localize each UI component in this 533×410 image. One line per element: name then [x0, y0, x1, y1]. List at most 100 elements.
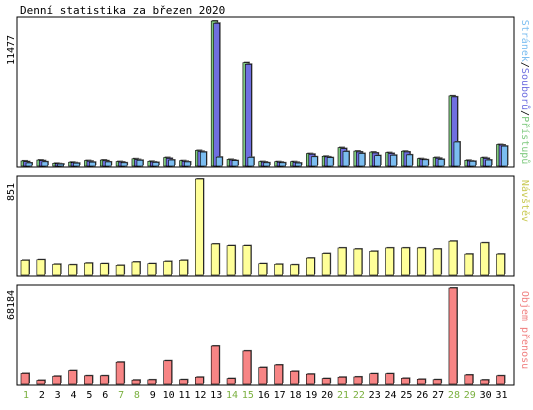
bar-visits-day-11-body — [179, 260, 188, 276]
panel-kbytes-ymax-label: 68184 — [6, 290, 17, 320]
bar-kbytes-day-2 — [36, 379, 46, 385]
bar-files-day-15 — [245, 63, 253, 167]
day-label-25: 25 — [400, 390, 412, 401]
legend-sep-2: / — [519, 110, 530, 116]
bar-pages-day-16-body — [263, 162, 271, 167]
bar-kbytes-day-26 — [416, 378, 427, 385]
bar-pages-day-10-body — [168, 159, 175, 167]
bar-visits-day-10-body — [163, 261, 172, 276]
bar-visits-day-15 — [242, 244, 252, 276]
day-label-8: 8 — [134, 390, 140, 401]
bar-visits-day-16 — [258, 262, 268, 276]
bar-pages-day-31 — [501, 145, 509, 167]
bar-pages-day-14 — [231, 159, 240, 167]
bar-visits-day-10 — [163, 260, 173, 276]
bar-visits-day-24 — [385, 246, 395, 276]
day-label-5: 5 — [86, 390, 92, 401]
day-label-19: 19 — [305, 390, 317, 401]
bar-kbytes-day-28-body — [448, 287, 458, 385]
bar-pages-day-8 — [136, 159, 144, 167]
bar-visits-day-13-body — [210, 243, 220, 276]
bar-pages-day-18-body — [295, 162, 302, 167]
bar-visits-day-1-body — [20, 260, 30, 276]
bar-pages-day-1-body — [25, 162, 33, 167]
panel-visits-ymax-label: 851 — [6, 183, 17, 201]
bar-kbytes-day-4 — [68, 369, 78, 385]
panel-hits-ymax-label: 11477 — [6, 35, 17, 65]
bar-kbytes-day-31-body — [496, 375, 505, 385]
legend-sep-1: / — [519, 62, 530, 68]
bar-visits-day-9-body — [147, 263, 157, 276]
panel-visits-frame — [16, 175, 515, 277]
bar-visits-day-9 — [147, 262, 157, 276]
bar-pages-day-15 — [247, 156, 255, 167]
bar-pages-day-24 — [390, 154, 398, 167]
bar-visits-day-7-body — [115, 265, 125, 276]
bar-pages-day-13-body — [215, 156, 223, 167]
bar-pages-day-26 — [421, 158, 430, 167]
bar-kbytes-day-31 — [496, 374, 506, 385]
bar-pages-day-28-body — [453, 141, 461, 167]
bar-kbytes-day-6 — [99, 374, 110, 385]
bar-pages-day-6 — [104, 160, 113, 167]
bar-kbytes-day-11 — [179, 378, 189, 385]
bar-pages-day-5-body — [89, 161, 96, 167]
bar-pages-day-13 — [215, 156, 224, 167]
bar-pages-day-30 — [485, 159, 493, 167]
bar-visits-day-21 — [337, 246, 347, 276]
bar-kbytes-day-19 — [305, 373, 316, 385]
day-label-12: 12 — [194, 390, 206, 401]
bar-visits-day-15-body — [242, 245, 252, 276]
day-label-3: 3 — [55, 390, 61, 401]
day-label-2: 2 — [39, 390, 45, 401]
bar-kbytes-day-21-body — [337, 376, 347, 385]
bar-visits-day-14 — [226, 244, 237, 276]
bar-kbytes-day-10 — [163, 359, 173, 385]
bar-kbytes-day-27-body — [432, 379, 442, 385]
bar-pages-day-27 — [437, 158, 446, 167]
bar-kbytes-day-30 — [480, 379, 490, 385]
bar-kbytes-day-16 — [258, 366, 268, 385]
bar-visits-day-26 — [416, 246, 427, 276]
bar-visits-day-13 — [210, 242, 221, 276]
bar-visits-day-25-body — [401, 247, 410, 276]
bar-kbytes-day-15 — [242, 349, 252, 385]
day-label-17: 17 — [274, 390, 286, 401]
day-labels: 1 2 3 4 5 6 7 8 9 10 11 12 13 14 15 16 17 18 19 20 21 22 23 24 2… — [23, 390, 508, 401]
bar-kbytes-day-22-body — [353, 376, 363, 385]
bar-kbytes-day-1 — [20, 372, 30, 385]
bar-kbytes-day-9 — [147, 378, 157, 385]
day-label-1: 1 — [23, 390, 29, 401]
bar-kbytes-day-26-body — [416, 379, 426, 385]
day-label-16: 16 — [258, 390, 270, 401]
bar-pages-day-31-body — [501, 145, 508, 167]
bar-pages-day-23-body — [374, 155, 382, 167]
bar-visits-day-5-body — [84, 262, 93, 276]
bar-pages-day-2-body — [41, 161, 49, 167]
bar-pages-day-3 — [57, 163, 65, 167]
bar-kbytes-day-17 — [274, 363, 284, 385]
bar-visits-day-4 — [68, 263, 78, 276]
bar-kbytes-day-14-body — [226, 378, 236, 385]
bar-pages-day-11 — [184, 160, 192, 167]
bar-pages-day-11-body — [184, 161, 191, 167]
bar-kbytes-day-23-body — [369, 373, 379, 385]
bar-pages-day-25 — [406, 153, 414, 167]
bar-kbytes-day-30-body — [480, 379, 489, 385]
bar-pages-day-21-body — [342, 151, 350, 167]
bar-visits-day-31-body — [496, 253, 505, 276]
day-label-28: 28 — [448, 390, 460, 401]
bar-pages-day-18 — [295, 162, 303, 167]
bar-visits-day-31 — [496, 253, 506, 276]
bar-kbytes-day-20 — [321, 377, 332, 385]
bar-kbytes-day-24-body — [385, 373, 394, 385]
bar-visits-day-29-body — [464, 253, 474, 276]
bar-kbytes-day-5 — [84, 374, 94, 385]
day-label-29: 29 — [464, 390, 476, 401]
bar-pages-day-21 — [342, 150, 350, 167]
bar-visits-day-4-body — [68, 264, 77, 276]
bar-files-day-15-body — [245, 64, 252, 167]
bar-visits-day-6 — [99, 262, 110, 276]
day-label-7: 7 — [118, 390, 124, 401]
